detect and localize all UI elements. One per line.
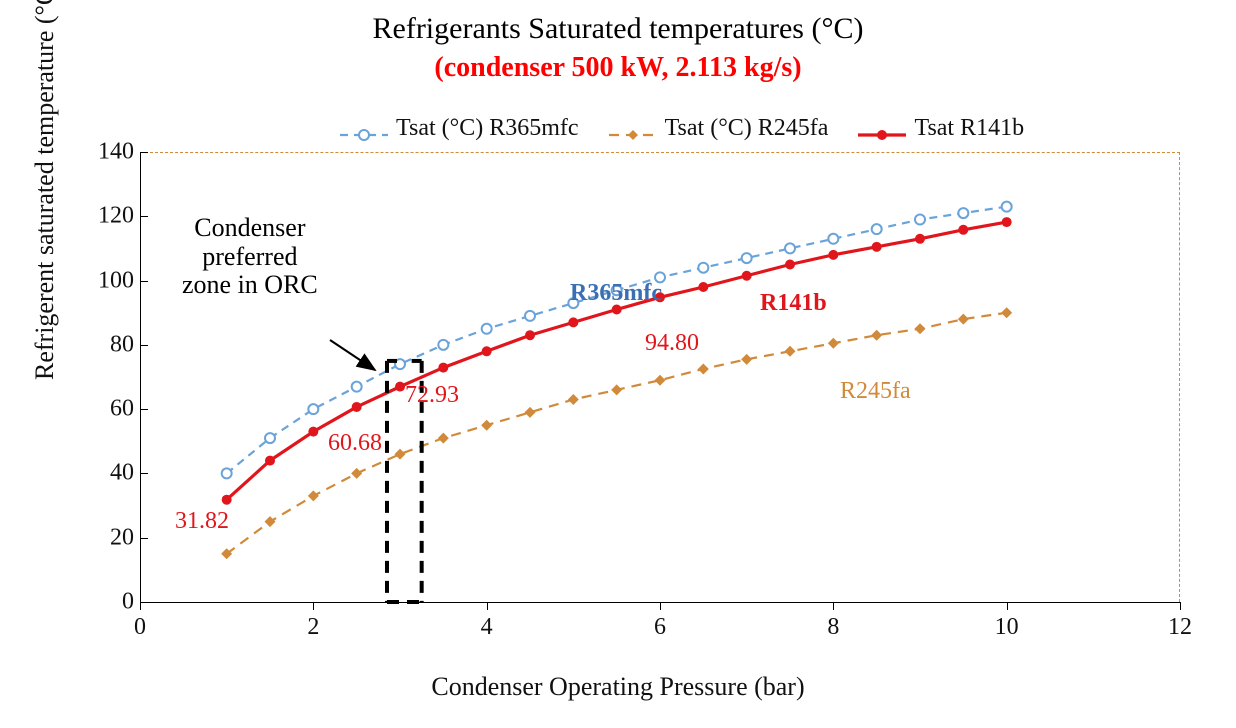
x-tick-mark	[833, 602, 834, 610]
legend-swatch-r141	[858, 122, 906, 136]
legend-item-r365: Tsat (°C) R365mfc	[340, 115, 579, 142]
x-tick-label: 2	[307, 614, 319, 641]
x-tick-mark	[1007, 602, 1008, 610]
y-tick-label: 20	[90, 524, 134, 551]
y-tick-label: 120	[90, 203, 134, 230]
y-tick-label: 80	[90, 331, 134, 358]
x-tick-label: 6	[654, 614, 666, 641]
y-tick-mark	[140, 473, 148, 474]
x-tick-label: 10	[995, 614, 1019, 641]
y-tick-mark	[140, 538, 148, 539]
y-tick-mark	[140, 152, 148, 153]
legend-item-r245: Tsat (°C) R245fa	[609, 115, 829, 142]
x-tick-label: 12	[1168, 614, 1192, 641]
legend-swatch-r245	[609, 122, 657, 136]
y-axis-label: Refrigerent saturated temperature (°C)	[30, 0, 59, 380]
legend: Tsat (°C) R365mfc Tsat (°C) R245fa Tsat …	[340, 115, 1024, 142]
x-tick-mark	[487, 602, 488, 610]
legend-label-r365: Tsat (°C) R365mfc	[396, 115, 579, 142]
y-tick-mark	[140, 345, 148, 346]
x-axis-title: Condenser Operating Pressure (bar)	[0, 672, 1236, 702]
y-tick-label: 60	[90, 396, 134, 423]
y-tick-mark	[140, 281, 148, 282]
y-tick-mark	[140, 409, 148, 410]
chart-title-line1: Refrigerants Saturated temperatures (°C)	[0, 12, 1236, 46]
x-tick-mark	[313, 602, 314, 610]
chart-figure: Refrigerants Saturated temperatures (°C)…	[0, 0, 1236, 728]
legend-item-r141: Tsat R141b	[858, 115, 1024, 142]
y-tick-label: 140	[90, 139, 134, 166]
y-tick-label: 40	[90, 460, 134, 487]
plot-area	[140, 152, 1180, 602]
x-tick-mark	[660, 602, 661, 610]
y-tick-mark	[140, 216, 148, 217]
x-tick-label: 4	[481, 614, 493, 641]
legend-label-r245: Tsat (°C) R245fa	[665, 115, 829, 142]
chart-title-2: (condenser 500 kW, 2.113 kg/s)	[434, 52, 801, 83]
chart-title-1: Refrigerants Saturated temperatures (°C)	[373, 12, 864, 45]
legend-label-r141: Tsat R141b	[914, 115, 1024, 142]
y-tick-label: 100	[90, 267, 134, 294]
legend-swatch-r365	[340, 122, 388, 136]
y-axis-line	[140, 152, 141, 602]
y-tick-label: 0	[90, 589, 134, 616]
x-tick-mark	[140, 602, 141, 610]
y-axis-title: Refrigerent saturated temperature (°C)	[30, 0, 60, 380]
y-tick-mark	[140, 602, 148, 603]
chart-title-line2: (condenser 500 kW, 2.113 kg/s)	[0, 52, 1236, 84]
x-tick-label: 0	[134, 614, 146, 641]
x-axis-label: Condenser Operating Pressure (bar)	[431, 672, 804, 701]
x-tick-mark	[1180, 602, 1181, 610]
x-tick-label: 8	[827, 614, 839, 641]
